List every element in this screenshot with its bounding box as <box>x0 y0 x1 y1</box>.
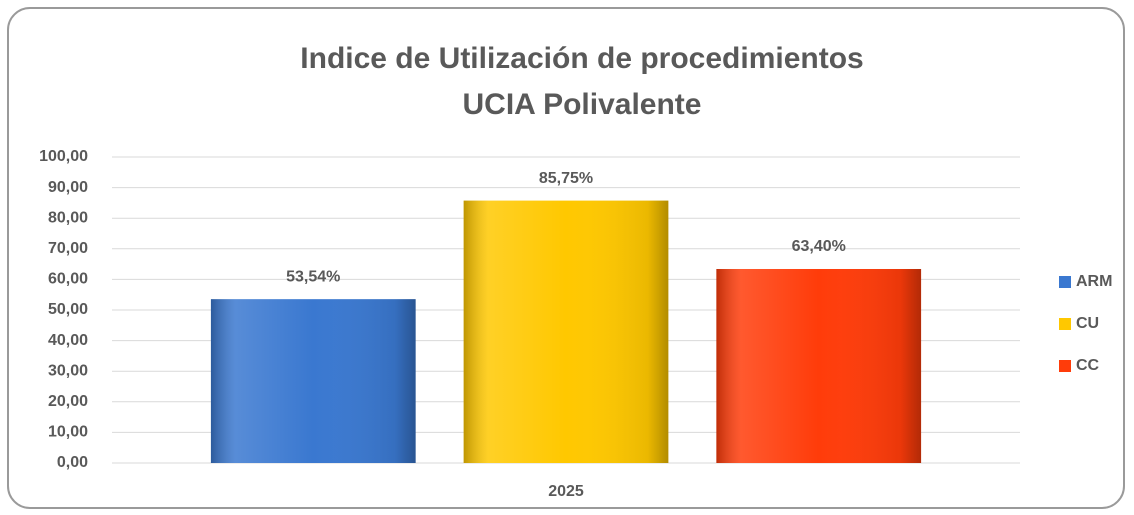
data-label: 63,40% <box>792 238 846 255</box>
chart-title: UCIA Polivalente <box>463 88 702 121</box>
legend-swatch <box>1059 318 1071 330</box>
legend-label: CC <box>1076 357 1100 374</box>
legend-swatch <box>1059 360 1071 372</box>
bar <box>716 268 922 463</box>
legend-label: CU <box>1076 315 1099 332</box>
y-tick-label: 20,00 <box>48 393 88 410</box>
y-tick-label: 30,00 <box>48 362 88 379</box>
data-label: 53,54% <box>286 268 340 285</box>
x-tick-label: 2025 <box>548 483 584 500</box>
chart-title: Indice de Utilización de procedimientos <box>300 42 863 75</box>
y-tick-label: 90,00 <box>48 179 88 196</box>
bar <box>210 299 416 463</box>
y-tick-label: 40,00 <box>48 332 88 349</box>
legend-label: ARM <box>1076 273 1112 290</box>
y-tick-label: 50,00 <box>48 301 88 318</box>
y-tick-label: 100,00 <box>39 148 88 165</box>
y-tick-label: 70,00 <box>48 240 88 257</box>
y-tick-label: 60,00 <box>48 271 88 288</box>
bar <box>463 200 669 464</box>
legend-swatch <box>1059 276 1071 288</box>
data-label: 85,75% <box>539 170 593 187</box>
y-tick-label: 0,00 <box>57 454 88 471</box>
y-tick-label: 10,00 <box>48 424 88 441</box>
y-tick-label: 80,00 <box>48 209 88 226</box>
